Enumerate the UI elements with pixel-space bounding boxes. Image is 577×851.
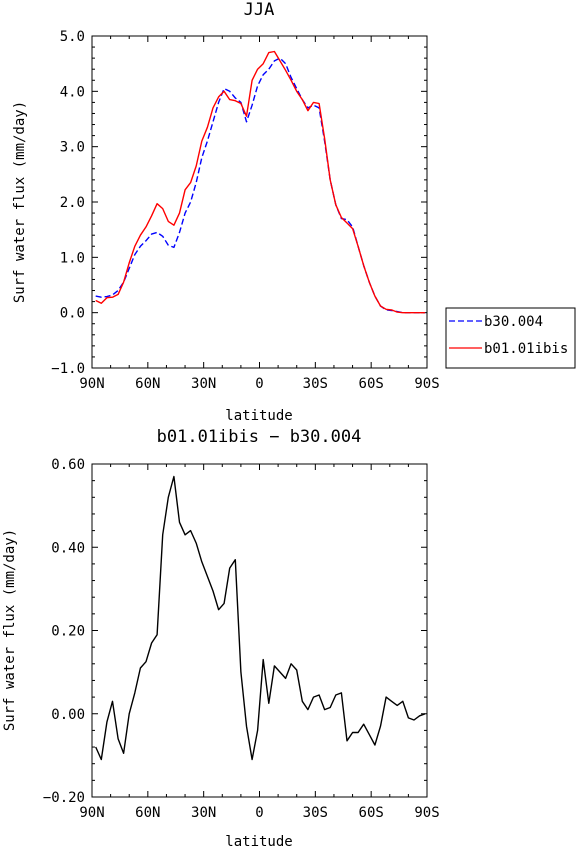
series-line (95, 475, 426, 761)
chart-title: JJA (244, 0, 275, 20)
panel-bottom: b01.01ibis − b30.004 90N 60N 30N 0 30S 60S 90S… (2, 427, 440, 850)
y-tick-label: 0.20 (51, 624, 85, 640)
y-tick-label: −1.0 (51, 361, 85, 377)
panel-top: JJA 90N 60N 30N 0 30S 60S 90S −1.0 0.0 1.0 2.0 3.0 4… (12, 0, 576, 424)
y-tick-label: 5.0 (60, 29, 85, 45)
series-lines (95, 50, 426, 314)
x-tick-label: 90S (414, 376, 439, 392)
ticks: 90N 60N 30N 0 30S 60S 90S −0.20 0.00 0.20 0.40 0.60 (43, 457, 440, 821)
x-tick-label: 30N (191, 805, 216, 821)
x-tick-label: 60S (359, 805, 384, 821)
y-tick-label: 0.0 (60, 306, 85, 322)
y-tick-label: 2.0 (60, 195, 85, 211)
x-tick-label: 0 (255, 376, 263, 392)
y-tick-label: 4.0 (60, 84, 85, 100)
x-tick-label: 30N (191, 376, 216, 392)
ticks: 90N 60N 30N 0 30S 60S 90S −1.0 0.0 1.0 2.0 3.0 4.0 5.… (51, 29, 439, 392)
legend-label: b01.01ibis (484, 341, 568, 357)
x-tick-label: 30S (303, 805, 328, 821)
x-tick-label: 90N (79, 376, 104, 392)
plot-frame (91, 35, 428, 369)
series-line (95, 57, 426, 314)
series-line (95, 50, 426, 314)
y-tick-label: 0.40 (51, 540, 85, 556)
y-tick-label: 1.0 (60, 250, 85, 266)
series-lines (95, 475, 426, 761)
x-tick-label: 60N (135, 805, 160, 821)
y-axis-label: Surf water flux (mm/day) (12, 101, 28, 303)
y-tick-label: −0.20 (43, 790, 85, 806)
chart-title: b01.01ibis − b30.004 (157, 427, 362, 447)
legend-box (445, 307, 576, 369)
x-tick-label: 60N (135, 376, 160, 392)
x-tick-label: 0 (255, 805, 263, 821)
y-tick-label: 0.60 (51, 457, 85, 473)
plot-frame (91, 463, 428, 798)
y-axis-label: Surf water flux (mm/day) (2, 529, 18, 731)
x-tick-label: 60S (359, 376, 384, 392)
x-tick-label: 30S (303, 376, 328, 392)
y-tick-label: 0.00 (51, 707, 85, 723)
x-tick-label: 90S (414, 805, 439, 821)
y-tick-label: 3.0 (60, 140, 85, 156)
x-axis-label: latitude (225, 408, 292, 424)
x-axis-label: latitude (225, 834, 292, 850)
legend: b30.004 b01.01ibis (445, 307, 576, 369)
legend-label: b30.004 (484, 314, 543, 330)
x-tick-label: 90N (79, 805, 104, 821)
